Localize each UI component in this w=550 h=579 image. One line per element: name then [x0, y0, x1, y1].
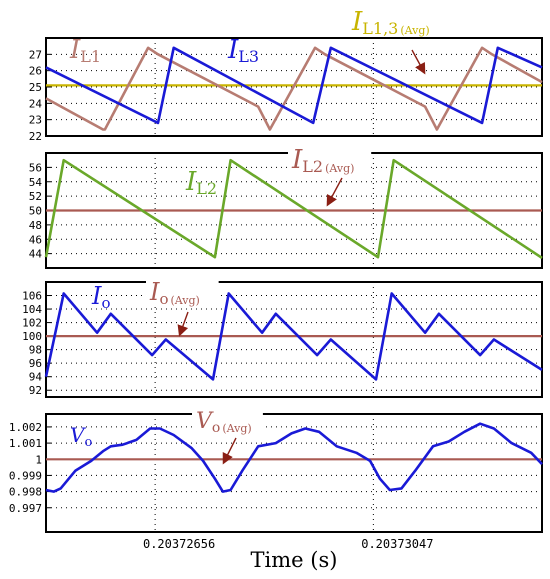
label-background [146, 278, 219, 306]
series-label: IL2 [185, 167, 217, 198]
label-arrow [177, 311, 189, 337]
series-line-i-o [44, 292, 543, 381]
y-tick-label: 1.001 [9, 437, 42, 450]
series-label-text: IL1 [69, 35, 101, 66]
y-tick-label: 0.998 [9, 486, 42, 499]
series-label: IL2 (Avg) [288, 144, 372, 207]
series-line-i-l1 [45, 46, 543, 131]
series-line-i-l3 [45, 46, 543, 125]
label-arrow [326, 177, 343, 207]
y-tick-label: 48 [29, 219, 42, 232]
y-tick-label: 22 [29, 130, 42, 143]
series-label-text: Io [91, 282, 111, 312]
series-line-i-l2 [44, 158, 543, 259]
y-tick-label: 54 [29, 176, 43, 189]
y-tick-label: 102 [22, 317, 42, 330]
x-axis-label: Time (s) [251, 548, 338, 572]
y-tick-label: 96 [29, 357, 42, 370]
panel-frame [45, 413, 543, 533]
y-tick-label: 1.002 [9, 421, 42, 434]
label-background [348, 6, 449, 36]
label-arrow [222, 437, 237, 465]
y-tick-label: 1 [35, 453, 42, 466]
y-tick-label: 26 [29, 65, 42, 78]
y-tick-label: 25 [29, 81, 42, 94]
series-label-text: IL2 (Avg) [291, 145, 354, 176]
series-label-text: IL2 [185, 167, 217, 198]
series-label: Io (Avg) [146, 278, 219, 337]
series-label: Io [91, 282, 111, 312]
y-tick-label: 56 [29, 161, 42, 174]
y-tick-label: 50 [29, 205, 42, 218]
series-label: IL1 [69, 35, 101, 66]
series-label: IL1,3 (Avg) [348, 6, 449, 75]
y-tick-label: 94 [29, 371, 43, 384]
y-tick-label: 106 [22, 290, 42, 303]
y-tick-label: 52 [29, 190, 42, 203]
y-tick-label: 98 [29, 344, 42, 357]
y-tick-label: 44 [29, 248, 43, 261]
x-tick-label: 0.20372656 [143, 537, 215, 551]
y-tick-label: 104 [22, 303, 42, 316]
series-line-v-o [45, 422, 543, 493]
series-label: IL3 [227, 35, 259, 66]
y-tick-label: 23 [29, 114, 42, 127]
y-tick-label: 0.997 [9, 502, 42, 515]
series-label-text: IL3 [227, 35, 259, 66]
panel-1: 27 26 25 24 23 22 IL1 IL3 IL1,3 (Avg) [29, 6, 543, 143]
panel-frame [45, 281, 543, 398]
series-label-text: Vo (Avg) [196, 409, 252, 436]
y-tick-label: 27 [29, 48, 42, 61]
y-tick-label: 46 [29, 233, 42, 246]
label-arrow [411, 49, 426, 75]
y-tick-label: 24 [29, 97, 43, 110]
panel-4: 1.002 1.001 1 0.999 0.998 0.997 Vo Vo (Avg) 0.203… [9, 408, 543, 572]
series-label-text: Vo [70, 423, 92, 450]
series-label-text: IL1,3 (Avg) [351, 7, 430, 38]
label-background [288, 144, 372, 174]
label-background [192, 408, 263, 434]
series-label-text: Io (Avg) [149, 278, 200, 308]
series-label: Vo [70, 423, 92, 450]
y-tick-label: 100 [22, 330, 42, 343]
series-label: Vo (Avg) [192, 408, 263, 465]
x-tick-label: 0.20373047 [361, 537, 433, 551]
y-tick-label: 0.999 [9, 469, 42, 482]
y-tick-label: 92 [29, 384, 42, 397]
